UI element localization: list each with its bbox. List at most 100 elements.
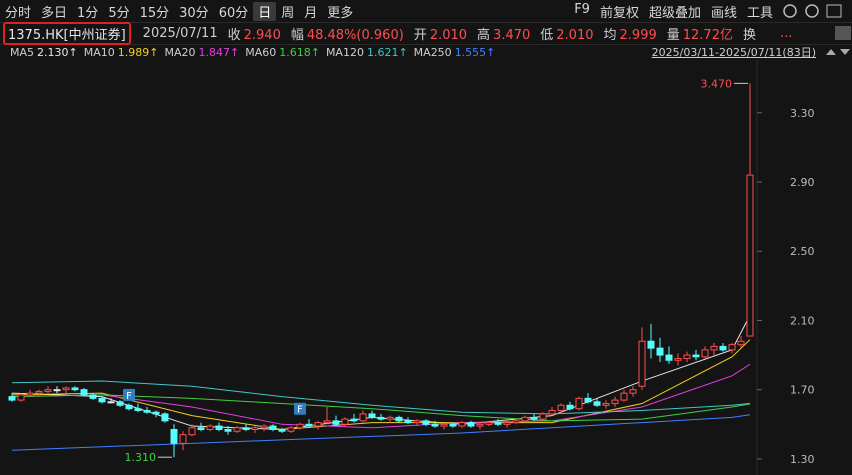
- candle-body: [323, 420, 331, 424]
- candle-body: [98, 397, 106, 403]
- candle-body: [296, 423, 304, 429]
- period-tab[interactable]: 月: [304, 5, 318, 21]
- period-tab[interactable]: 多日: [41, 5, 68, 21]
- candle-body: [593, 401, 601, 406]
- ma-value: 1.621↑: [366, 45, 408, 59]
- candle-body: [485, 422, 493, 425]
- quote-label: 开: [413, 27, 427, 43]
- quotes: 收 2.940 幅 48.48%(0.960) 开 2.010 高 3.470 低 2.010 均 2…: [218, 24, 733, 43]
- period-tab[interactable]: 5分: [108, 5, 130, 21]
- symbol[interactable]: 1375.HK[中州证券]: [3, 21, 131, 45]
- ma-name: MA20: [164, 45, 196, 59]
- tool-button[interactable]: 画线: [710, 5, 737, 21]
- period-tab[interactable]: 30分: [179, 5, 209, 21]
- candle-body: [260, 425, 268, 429]
- ma-name: MA60: [245, 45, 277, 59]
- candle-body: [602, 403, 610, 406]
- high-label: 3.470: [701, 77, 733, 90]
- candle-body: [215, 425, 223, 431]
- candle-body: [719, 345, 727, 351]
- candle-body: [647, 340, 655, 349]
- settings-icon[interactable]: [783, 4, 797, 18]
- period-tab[interactable]: 周: [281, 5, 295, 21]
- candle-body: [674, 358, 682, 361]
- candle-body: [269, 425, 277, 431]
- ma-value: 2.130↑: [37, 45, 78, 59]
- candle-body: [107, 401, 115, 404]
- f-marker-label: F: [126, 391, 132, 402]
- window-icon[interactable]: [826, 4, 842, 18]
- tool-button[interactable]: 工具: [746, 5, 773, 21]
- ma-value: 1.555↑: [454, 45, 496, 59]
- candle-body: [629, 389, 637, 394]
- period-tab[interactable]: 15分: [139, 5, 170, 21]
- candle-body: [395, 416, 403, 422]
- candle-body: [584, 397, 592, 403]
- y-tick-label: 1.30: [790, 453, 815, 466]
- wp-icon[interactable]: [834, 25, 852, 41]
- candle-body: [449, 423, 457, 427]
- tool-button[interactable]: 超级叠加: [648, 5, 701, 21]
- quote-item: 均 2.999: [604, 24, 657, 43]
- candle-body: [17, 394, 25, 401]
- ma-item: MA60 1.618↑: [245, 46, 320, 59]
- ma-item: MA250 1.555↑: [414, 46, 496, 59]
- y-tick-label: 2.90: [790, 176, 815, 189]
- candle-body: [368, 413, 376, 418]
- candle-body: [170, 429, 178, 444]
- ma-name: MA250: [413, 45, 452, 59]
- candle-body: [620, 392, 628, 401]
- ma-item: MA20 1.847↑: [164, 46, 239, 59]
- candle-body: [80, 389, 88, 396]
- candle-body: [287, 427, 295, 432]
- candle-body: [179, 434, 187, 444]
- quote-value: 12.72亿: [682, 27, 733, 43]
- f-marker: [294, 402, 306, 415]
- tool-button[interactable]: 前复权: [599, 5, 639, 21]
- candle-body: [125, 404, 133, 410]
- quote-value: 48.48%(0.960): [306, 27, 404, 43]
- candle-body: [188, 427, 196, 436]
- candle-body: [521, 416, 529, 422]
- date: 2025/07/11: [142, 25, 218, 41]
- quote-item: 幅 48.48%(0.960): [291, 24, 404, 43]
- period-tab[interactable]: 更多: [327, 5, 354, 21]
- tool-button[interactable]: F9: [574, 1, 590, 17]
- candle-body: [638, 340, 646, 387]
- help-icon[interactable]: [805, 4, 819, 18]
- period-tab[interactable]: 60分: [218, 5, 249, 21]
- candle-body: [26, 392, 34, 396]
- ma-items: MA5 2.130↑ MA10 1.989↑ MA20 1.847↑ MA60 1.618↑ M…: [4, 46, 495, 59]
- quote-item: 高 3.470: [477, 24, 530, 43]
- candle-body: [251, 427, 259, 431]
- candle-body: [161, 413, 169, 422]
- period-tab[interactable]: 分时: [5, 5, 32, 21]
- f-marker-label: F: [297, 405, 303, 416]
- ma-item: MA10 1.989↑: [84, 46, 159, 59]
- period-tab[interactable]: 1分: [77, 5, 99, 21]
- toolbar: 分时 多日 1分 5分 15分 30分 60分日周月更多 F9 前复权 超级叠加 画线 工具: [0, 0, 852, 23]
- arrows: [826, 49, 850, 55]
- chart: 1.30 1.70 2.10 2.50 2.90 3.30 3.470 1.310 F F: [8, 60, 815, 475]
- candle-body: [386, 416, 394, 420]
- date-range[interactable]: 2025/03/11-2025/07/11(83日): [651, 46, 816, 59]
- candle-body: [413, 420, 421, 424]
- candle-body: [278, 429, 286, 432]
- period-tab[interactable]: 日: [253, 1, 277, 21]
- candle-body: [152, 411, 160, 415]
- candle-body: [494, 422, 502, 425]
- ma-value: 1.989↑: [117, 45, 159, 59]
- period-tabs: 分时 多日 1分 5分 15分 30分 60分日周月更多: [0, 1, 358, 21]
- quote-item: 开 2.010: [414, 24, 467, 43]
- candle-body: [44, 389, 52, 392]
- candle-body: [701, 349, 709, 358]
- candle-body: [530, 416, 538, 420]
- candle-body: [710, 345, 718, 351]
- candle-body: [557, 404, 565, 411]
- candle-body: [503, 422, 511, 425]
- candle-body: [548, 409, 556, 415]
- quote-item: 收 2.940: [228, 24, 281, 43]
- quote-label: 收: [227, 27, 241, 43]
- more[interactable]: ...: [779, 25, 793, 41]
